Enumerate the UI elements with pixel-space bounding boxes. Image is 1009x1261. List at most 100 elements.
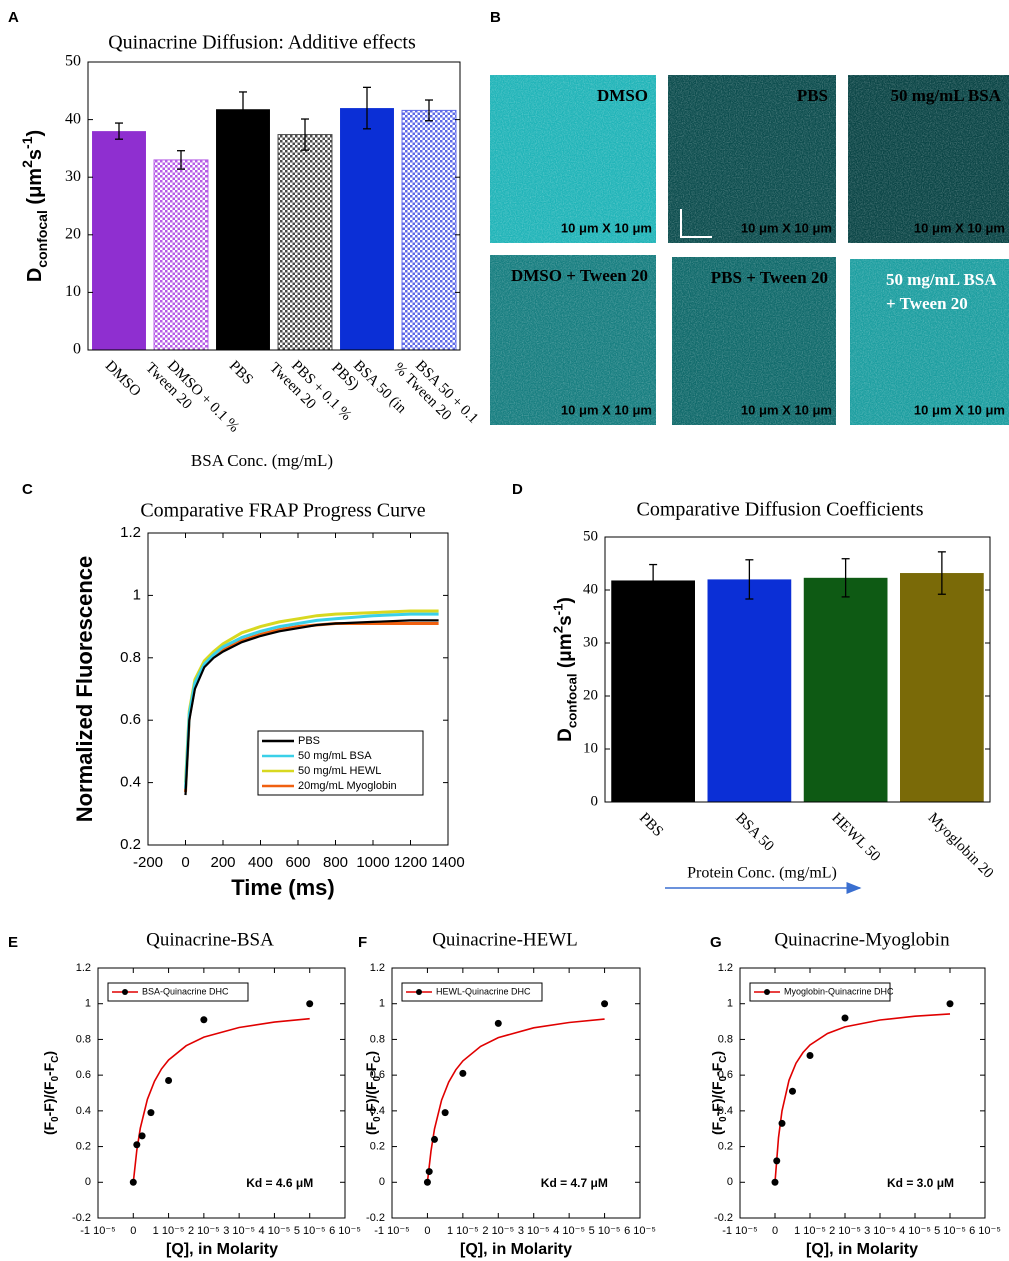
y-axis-label-part: )	[555, 597, 576, 603]
series-line	[184, 612, 439, 789]
x-tick-label: 2 10⁻⁵	[482, 1225, 514, 1237]
plot-frame	[739, 967, 986, 1219]
y-tick-label: 0.6	[370, 1069, 385, 1081]
x-tick-label: 600	[285, 854, 310, 871]
y-tick-label: 30	[65, 168, 81, 185]
x-tick-label: BSA 50 + 0.1 % Tween 20	[390, 348, 484, 442]
data-point	[494, 1019, 502, 1027]
y-axis-label-part: )	[24, 130, 46, 137]
bar	[277, 134, 333, 351]
micrograph-noise	[848, 75, 1009, 243]
x-tick-label: DMSO	[102, 358, 144, 400]
legend-label: Myoglobin-Quinacrine DHC	[784, 986, 894, 996]
bar	[92, 131, 146, 350]
x-tick-label: 4 10⁻⁵	[259, 1225, 291, 1237]
x-tick-label: 5 10⁻⁵	[589, 1225, 621, 1237]
y-tick-label: 0	[591, 793, 599, 809]
data-point	[306, 1000, 314, 1008]
y-tick-label: 0.2	[120, 836, 141, 853]
x-axis-label: [Q], in Molarity	[806, 1241, 918, 1258]
panel-letter: F	[358, 934, 367, 951]
y-axis-label-part: -1	[550, 603, 565, 615]
y-axis-label-part: -F)/(F	[363, 1081, 379, 1116]
y-tick-label: 0.4	[120, 774, 141, 791]
y-axis-label-part: 0	[717, 1116, 728, 1122]
x-tick-label: 6 10⁻⁵	[329, 1225, 361, 1237]
bar	[803, 577, 888, 802]
x-axis-label: [Q], in Molarity	[460, 1241, 572, 1258]
scale-label: 10 μm X 10 μm	[914, 220, 1005, 235]
data-point	[601, 1000, 609, 1008]
data-point	[200, 1016, 208, 1024]
x-tick-label: HEWL 50	[828, 810, 883, 865]
y-tick-label: 0.6	[76, 1069, 91, 1081]
x-tick-label: 200	[210, 854, 235, 871]
plot-frame	[87, 61, 461, 351]
data-point	[165, 1077, 173, 1084]
chart-title: Quinacrine-HEWL	[432, 929, 578, 950]
x-tick-label: -200	[133, 854, 163, 871]
image-label: 50 mg/mL BSA	[890, 86, 1001, 105]
x-tick-label: 6 10⁻⁵	[969, 1225, 1001, 1237]
chart-title: Quinacrine Diffusion: Additive effects	[108, 32, 416, 54]
x-tick-label: PBS	[226, 358, 256, 388]
y-axis-label-part: )	[41, 1051, 57, 1056]
x-tick-label: 4 10⁻⁵	[553, 1225, 585, 1237]
x-axis-label: Protein Conc. (mg/mL)	[687, 865, 837, 882]
series-line	[184, 619, 439, 796]
bar	[900, 573, 984, 802]
data-point	[423, 1178, 431, 1186]
micrograph-noise	[490, 75, 656, 243]
x-axis-label: Time (ms)	[231, 875, 335, 900]
x-tick-label: -1 10⁻⁵	[722, 1225, 757, 1237]
y-axis-label: Normalized Fluorescence	[72, 556, 97, 823]
fit-line	[426, 1018, 605, 1183]
x-axis-label: [Q], in Molarity	[166, 1241, 278, 1258]
y-tick-label: 50	[65, 53, 81, 70]
x-tick-label: 1 10⁻⁵	[153, 1225, 185, 1237]
y-tick-label: 10	[65, 283, 81, 300]
x-tick-label: 5 10⁻⁵	[934, 1225, 966, 1237]
image-label: 50 mg/mL BSA + Tween 20	[886, 270, 1000, 313]
y-axis-label-part: 0	[371, 1116, 382, 1122]
y-axis-label-part: 2	[19, 160, 35, 168]
x-tick-label: 3 10⁻⁵	[223, 1225, 255, 1237]
micrograph-noise	[672, 257, 836, 425]
x-tick-label: 1200	[394, 854, 427, 871]
y-axis-label: (F0-F)/(F0-FC)	[709, 1051, 729, 1135]
y-tick-label: 0.4	[718, 1105, 733, 1117]
y-tick-label: 0.6	[718, 1069, 733, 1081]
legend-box	[107, 982, 249, 1002]
y-axis-label-part: -1	[19, 136, 35, 149]
y-axis-label-part: confocal	[564, 673, 579, 728]
x-tick-label: 1400	[431, 854, 464, 871]
x-axis-label: BSA Conc. (mg/mL)	[191, 451, 333, 470]
legend-label: 50 mg/mL BSA	[298, 750, 372, 762]
bar	[707, 579, 792, 802]
plot-frame	[97, 967, 346, 1219]
x-tick-label: 400	[248, 854, 273, 871]
y-axis-label-part: (F	[41, 1121, 57, 1135]
y-axis-label-part: C	[371, 1056, 382, 1063]
y-tick-label: 0.2	[76, 1140, 91, 1152]
y-tick-label: 1.2	[718, 962, 733, 974]
x-tick-label: 0	[424, 1225, 430, 1237]
y-tick-label: 1	[727, 998, 733, 1010]
annotation: Kd = 4.6 μM	[246, 1176, 313, 1190]
x-tick-label: BSA 50	[732, 810, 777, 855]
panel-letter: A	[8, 9, 19, 26]
legend-label: HEWL-Quinacrine DHC	[436, 986, 531, 996]
data-point	[841, 1014, 849, 1022]
y-tick-label: 0	[73, 341, 81, 358]
y-tick-label: 40	[65, 110, 81, 127]
micrograph-noise	[490, 255, 656, 425]
legend-label: 50 mg/mL HEWL	[298, 765, 381, 777]
y-tick-label: 50	[583, 528, 598, 544]
x-tick-label: 1 10⁻⁵	[794, 1225, 826, 1237]
plot-frame	[391, 967, 641, 1219]
y-tick-label: -0.2	[714, 1212, 733, 1224]
legend-label: 20mg/mL Myoglobin	[298, 780, 397, 792]
x-tick-label: 6 10⁻⁵	[624, 1225, 656, 1237]
x-tick-label: Myoglobin 20	[925, 810, 997, 882]
